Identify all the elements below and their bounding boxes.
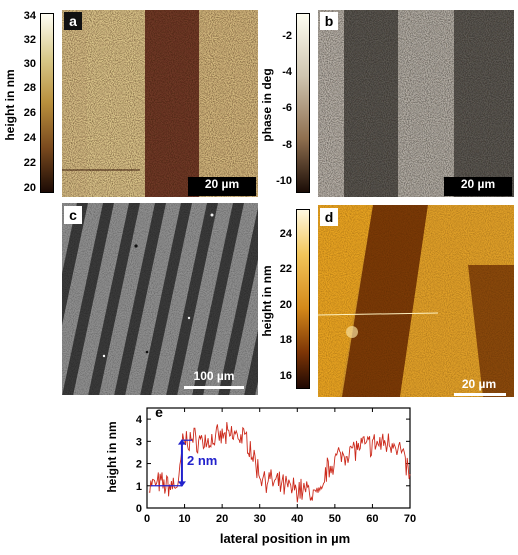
colorbar-a-label: height in nm <box>3 69 17 141</box>
tick-label: 20 <box>279 299 292 311</box>
x-tick-label: 0 <box>144 513 150 525</box>
x-tick-label: 30 <box>254 513 266 525</box>
sem-image-c: c 100 µm <box>62 203 258 395</box>
tick-label: -10 <box>276 175 292 187</box>
scalebar-c-label: 100 µm <box>193 369 235 383</box>
chart-e-xlabel: lateral position in µm <box>219 531 351 546</box>
tick-label: -8 <box>282 139 292 151</box>
tick-label: 22 <box>279 263 292 275</box>
scalebar-a-label: 20 µm <box>204 177 240 191</box>
afm-height-image-a: a 20 µm <box>62 10 258 197</box>
tick-label: -4 <box>282 66 292 78</box>
scalebar-c <box>184 386 244 389</box>
tick-label: 22 <box>23 157 36 169</box>
y-tick-label: 2 <box>136 459 142 471</box>
colorbar-b-label: phase in deg <box>260 68 274 142</box>
y-tick-label: 1 <box>136 481 142 493</box>
profile-chart-e: 0 10 20 30 40 50 60 70 0 1 2 3 4 <box>100 396 430 550</box>
profile-chart-svg: 0 10 20 30 40 50 60 70 0 1 2 3 4 <box>136 407 416 525</box>
x-tick-label: 70 <box>404 513 416 525</box>
tick-label: 18 <box>279 334 292 346</box>
x-tick-label: 10 <box>178 513 190 525</box>
colorbar-d <box>296 209 310 389</box>
colorbar-a-ticks: 34 32 30 28 26 24 22 20 <box>6 10 38 196</box>
profile-line <box>148 422 411 503</box>
y-tick-label: 4 <box>136 414 143 426</box>
tick-label: 20 <box>23 182 36 194</box>
step-arrow-head-up <box>177 439 186 445</box>
scalebar-d: 20 µm <box>446 377 512 396</box>
scalebar-a: 20 µm <box>188 177 256 196</box>
step-arrow-head-down <box>177 481 186 487</box>
x-tick-label: 60 <box>366 513 378 525</box>
panel-letter-b: b <box>320 12 338 30</box>
tick-label: 16 <box>279 370 292 382</box>
x-tick-label: 50 <box>329 513 341 525</box>
x-tick-label: 20 <box>216 513 228 525</box>
colorbar-b-ticks: -2 -4 -6 -8 -10 <box>262 10 294 196</box>
panel-letter-c: c <box>64 206 82 224</box>
scalebar-d-label: 20 µm <box>461 377 497 391</box>
panel-letter-d: d <box>320 208 338 226</box>
afm-phase-image-b: b 20 µm <box>318 10 514 197</box>
y-tick-label: 0 <box>136 503 142 515</box>
afm-height-image-d: d 20 µm <box>318 205 514 397</box>
tick-label: 34 <box>23 10 36 22</box>
scalebar-d-line <box>454 393 506 396</box>
x-tick-label: 40 <box>291 513 303 525</box>
tick-label: 26 <box>23 107 36 119</box>
colorbar-d-label: height in nm <box>260 265 274 337</box>
tick-label: 28 <box>23 82 36 94</box>
plot-frame <box>146 407 411 509</box>
tick-label: 24 <box>279 228 292 240</box>
chart-e-annotation: 2 nm <box>187 453 218 468</box>
y-tick-label: 3 <box>136 436 142 448</box>
colorbar-d-ticks: 24 22 20 18 16 <box>262 206 294 392</box>
tick-label: 32 <box>23 34 36 46</box>
tick-label: 30 <box>23 58 36 70</box>
chart-e-ylabel: height in nm <box>105 421 119 493</box>
scalebar-b-label: 20 µm <box>460 177 496 191</box>
tick-label: -2 <box>282 30 292 42</box>
colorbar-b <box>296 13 310 193</box>
colorbar-a <box>40 13 54 193</box>
panel-letter-a: a <box>64 12 82 30</box>
tick-label: -6 <box>282 102 292 114</box>
panel-letter-e: e <box>155 404 163 420</box>
scalebar-b: 20 µm <box>444 177 512 196</box>
tick-label: 24 <box>23 132 36 144</box>
